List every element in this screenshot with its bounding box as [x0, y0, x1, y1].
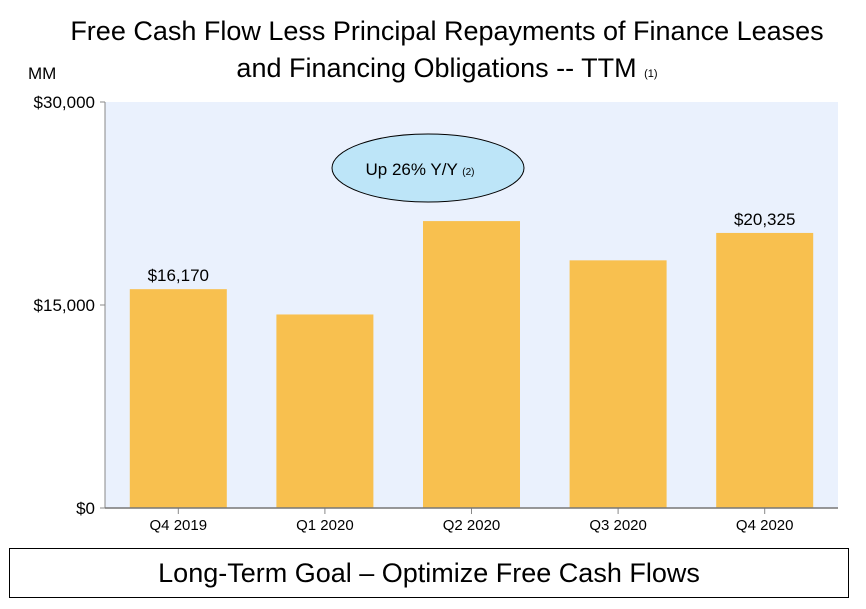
data-label: $16,170: [148, 266, 209, 285]
bar-chart: $16,170 $20,325 Q4 2019 Q1 2020 Q2 2020 Q3 2…: [34, 93, 838, 534]
x-tick-label: Q1 2020: [296, 517, 354, 534]
x-tick-label: Q4 2020: [736, 517, 794, 534]
goal-text: Long-Term Goal – Optimize Free Cash Flow…: [158, 558, 700, 588]
svg-text:Up 26% Y/Y (2): Up 26% Y/Y (2): [366, 160, 475, 179]
x-tick-label: Q2 2020: [443, 517, 501, 534]
title-footnote: (1): [644, 68, 658, 80]
callout-ellipse: [331, 133, 525, 203]
y-tick-label: $30,000: [34, 93, 95, 112]
callout-text: Up 26% Y/Y: [366, 160, 458, 179]
bar-q4-2019: [129, 289, 227, 508]
y-tick-label: $15,000: [34, 296, 95, 315]
x-tick-label: Q4 2019: [150, 517, 208, 534]
x-tick-label: Q3 2020: [589, 517, 647, 534]
chart-title-line1: Free Cash Flow Less Principal Repayments…: [70, 16, 824, 46]
y-tick-label: $0: [76, 499, 95, 518]
long-term-goal-box: Long-Term Goal – Optimize Free Cash Flow…: [9, 548, 849, 598]
bar-q1-2020: [276, 314, 374, 508]
title-text: and Financing Obligations -- TTM: [236, 53, 637, 83]
unit-label: MM: [28, 64, 57, 83]
chart-title-line2: and Financing Obligations -- TTM (1): [14, 52, 866, 91]
bar-q4-2020: [716, 232, 814, 508]
callout-bubble: Up 26% Y/Y (2): [331, 133, 525, 203]
data-label: $20,325: [734, 210, 795, 229]
callout-footnote: (2): [462, 167, 474, 178]
bar-q2-2020: [423, 221, 520, 509]
bar-q3-2020: [569, 260, 667, 508]
